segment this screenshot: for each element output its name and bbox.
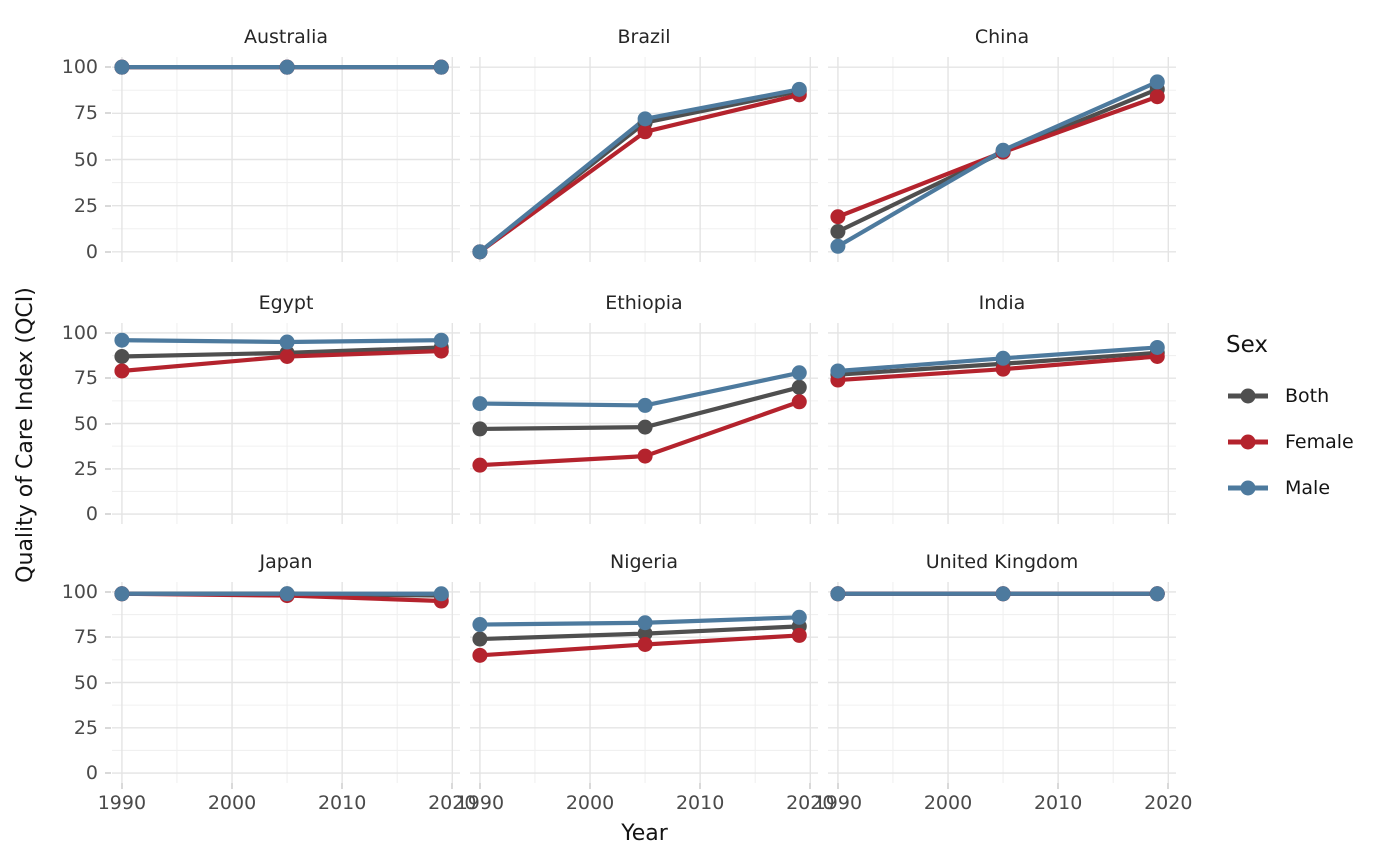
y-tick-mark: [105, 204, 111, 207]
x-tick-label: 2020: [428, 792, 477, 814]
legend-entry-label: Male: [1285, 477, 1331, 499]
x-tick-mark: [478, 783, 481, 789]
x-tick-mark: [836, 783, 839, 789]
facet-plot-ethiopia: [470, 323, 818, 524]
y-tick-label: 50: [73, 671, 98, 694]
legend-key-icon: [1228, 388, 1268, 404]
x-tick-label: 2000: [207, 792, 257, 814]
y-tick-label: 100: [61, 56, 98, 79]
legend: Sex Both Female Male: [1226, 331, 1354, 511]
facet-title: Japan: [259, 551, 313, 573]
y-tick-label: 100: [61, 321, 98, 344]
legend-key-icon: [1228, 434, 1268, 450]
facet-plot-india: [828, 323, 1176, 524]
x-tick-label: 2020: [1144, 792, 1193, 814]
y-tick-label: 25: [73, 457, 98, 480]
y-tick-label: 50: [73, 148, 98, 171]
y-tick-mark: [105, 681, 111, 684]
x-tick-label: 2010: [1033, 792, 1083, 814]
x-tick-label: 1990: [455, 792, 505, 814]
y-tick-mark: [105, 250, 111, 253]
x-tick-label: 2000: [565, 792, 615, 814]
facet-title: Egypt: [258, 292, 314, 314]
legend-entry-male: Male: [1226, 465, 1354, 511]
y-tick-label: 50: [73, 412, 98, 435]
x-tick-label: 2010: [317, 792, 367, 814]
y-tick-mark: [105, 513, 111, 516]
y-tick-mark: [105, 377, 111, 380]
facet-title: China: [974, 26, 1030, 48]
y-tick-mark: [105, 590, 111, 593]
x-tick-mark: [1167, 783, 1170, 789]
y-tick-label: 25: [73, 716, 98, 739]
legend-title: Sex: [1226, 332, 1268, 358]
facet-plot-egypt: [112, 323, 460, 524]
x-tick-mark: [120, 783, 123, 789]
y-tick-label: 0: [85, 762, 98, 785]
y-tick-mark: [105, 66, 111, 69]
facet-plot-australia: [112, 57, 460, 262]
legend-entry-label: Female: [1285, 431, 1354, 453]
facet-plot-nigeria: [470, 582, 818, 783]
y-tick-label: 75: [73, 626, 98, 649]
x-tick-mark: [589, 783, 592, 789]
y-tick-label: 25: [73, 194, 98, 217]
y-tick-label: 0: [85, 503, 98, 526]
facet-plot-united-kingdom: [828, 582, 1176, 783]
y-tick-mark: [105, 467, 111, 470]
facet-title: Australia: [243, 26, 329, 48]
facet-title: United Kingdom: [925, 551, 1079, 573]
facet-title: Ethiopia: [605, 292, 683, 314]
y-tick-mark: [105, 112, 111, 115]
x-tick-mark: [947, 783, 950, 789]
y-tick-mark: [105, 636, 111, 639]
x-tick-mark: [809, 783, 812, 789]
facet-plot-brazil: [470, 57, 818, 262]
y-tick-label: 0: [85, 240, 98, 263]
y-tick-mark: [105, 158, 111, 161]
y-tick-label: 75: [73, 367, 98, 390]
y-tick-label: 75: [73, 102, 98, 125]
facet-plot-japan: [112, 582, 460, 783]
facet-title: Brazil: [617, 26, 671, 48]
legend-entry-female: Female: [1226, 419, 1354, 465]
x-tick-label: 2010: [675, 792, 725, 814]
y-tick-mark: [105, 422, 111, 425]
y-tick-mark: [105, 772, 111, 775]
x-tick-label: 2000: [923, 792, 973, 814]
x-tick-mark: [231, 783, 234, 789]
legend-entry-label: Both: [1285, 385, 1330, 407]
x-axis-title: Year: [621, 821, 668, 846]
facet-plot-china: [828, 57, 1176, 262]
facet-title: India: [978, 292, 1026, 314]
x-tick-mark: [1057, 783, 1060, 789]
x-tick-mark: [699, 783, 702, 789]
legend-entries: Both Female Male: [1226, 373, 1354, 511]
x-tick-label: 2020: [786, 792, 835, 814]
x-tick-label: 1990: [813, 792, 863, 814]
x-tick-label: 1990: [97, 792, 147, 814]
y-tick-mark: [105, 726, 111, 729]
facet-title: Nigeria: [610, 551, 678, 573]
x-tick-mark: [451, 783, 454, 789]
legend-entry-both: Both: [1226, 373, 1354, 419]
y-tick-mark: [105, 331, 111, 334]
y-tick-label: 100: [61, 580, 98, 603]
legend-key-icon: [1228, 480, 1268, 496]
x-tick-mark: [341, 783, 344, 789]
